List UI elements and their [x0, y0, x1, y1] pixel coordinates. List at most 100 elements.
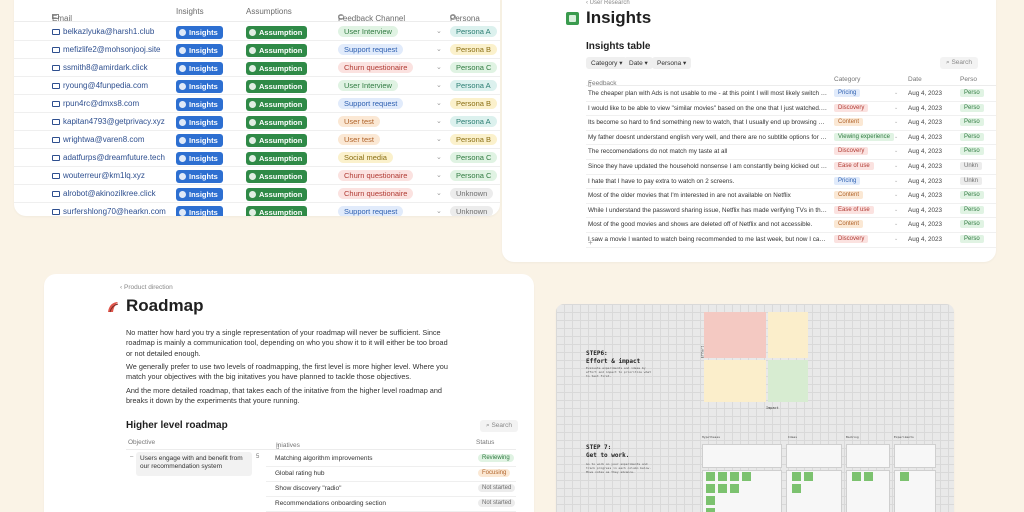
chevron-down-icon[interactable]: ⌄	[894, 148, 899, 155]
email-cell[interactable]: belkazlyuka@harsh1.club	[52, 27, 154, 36]
assumption-chip[interactable]: Assumption	[246, 26, 308, 39]
table-row[interactable]: Show discovery "radio" Not started	[266, 482, 516, 497]
table-row[interactable]: Most of the good movies and shows are de…	[586, 218, 996, 233]
status-tag[interactable]: Not started	[478, 484, 516, 492]
feedback-channel-tag[interactable]: Social media	[338, 152, 393, 163]
category-tag[interactable]: Ease of use	[834, 205, 874, 214]
sticky-note[interactable]	[900, 472, 909, 481]
persona-tag[interactable]: Persona C	[450, 62, 498, 73]
table-row[interactable]: wrightwa@varen8.com Insights Assumption Use…	[14, 131, 500, 149]
persona-tag[interactable]: Persona C	[450, 152, 498, 163]
chevron-down-icon[interactable]: ⌄	[894, 133, 899, 140]
table-row[interactable]: mefizlife2@mohsonjooj.site Insights Assump…	[14, 41, 500, 59]
feedback-cell[interactable]: Since they have updated the household no…	[588, 163, 828, 170]
table-row[interactable]: Matching algorithm improvements Reviewing	[266, 452, 516, 467]
persona-tag[interactable]: Persona B	[450, 134, 498, 145]
initiative-cell[interactable]: Global rating hub	[275, 470, 325, 477]
persona-tag[interactable]: Persona A	[450, 116, 497, 127]
assumption-chip[interactable]: Assumption	[246, 206, 308, 216]
category-tag[interactable]: Viewing experience	[834, 132, 894, 141]
filter-persona[interactable]: Persona ▾	[652, 57, 692, 69]
initiative-cell[interactable]: Show discovery "radio"	[275, 485, 342, 492]
chevron-down-icon[interactable]: ⌄	[894, 236, 899, 242]
insights-chip[interactable]: Insights	[176, 62, 223, 75]
email-cell[interactable]: ryoung@4funpedia.com	[52, 81, 148, 90]
category-tag[interactable]: Pricing	[834, 89, 861, 97]
feedback-cell[interactable]: The reccomendations do not match my tast…	[588, 148, 728, 156]
feedback-channel-tag[interactable]: Support request	[338, 206, 404, 216]
feedback-cell[interactable]: The cheaper plan with Ads is not usable …	[588, 90, 828, 97]
feedback-channel-tag[interactable]: Churn questionaire	[338, 188, 414, 199]
insights-chip[interactable]: Insights	[176, 26, 223, 39]
status-tag[interactable]: Focusing	[478, 469, 511, 477]
persona-tag[interactable]: Unknown	[450, 206, 494, 216]
chevron-down-icon[interactable]: ⌄	[894, 119, 899, 126]
chevron-down-icon[interactable]: ⌄	[894, 104, 899, 111]
sticky-note[interactable]	[706, 484, 715, 493]
feedback-cell[interactable]: Its become so hard to find something new…	[588, 119, 828, 127]
feedback-cell[interactable]: I saw a movie I wanted to watch being re…	[588, 236, 828, 243]
insights-chip[interactable]: Insights	[176, 44, 223, 57]
status-column-header[interactable]: Status	[476, 439, 495, 446]
filter-category[interactable]: Category ▾	[586, 57, 628, 69]
insights-chip[interactable]: Insights	[176, 188, 223, 201]
insights-column-header[interactable]: Insights	[176, 7, 204, 16]
insights-chip[interactable]: Insights	[176, 116, 223, 129]
email-cell[interactable]: surfershlong70@hearkn.com	[52, 207, 166, 216]
feedback-channel-tag[interactable]: Churn questionaire	[338, 170, 414, 181]
table-row[interactable]: wouterreur@km1lq.xyz Insights Assumption Ch…	[14, 167, 500, 185]
persona-tag[interactable]: Perso	[960, 235, 984, 243]
table-row[interactable]: My father doesnt understand english very…	[586, 131, 996, 146]
chevron-down-icon[interactable]: ⌄	[436, 118, 442, 125]
assumption-chip[interactable]: Assumption	[246, 98, 308, 111]
add-row-button[interactable]: +	[588, 238, 593, 247]
sticky-note[interactable]	[730, 484, 739, 493]
assumption-chip[interactable]: Assumption	[246, 80, 308, 93]
persona-tag[interactable]: Perso	[960, 118, 984, 127]
persona-tag[interactable]: Perso	[960, 191, 984, 200]
chevron-down-icon[interactable]: ⌄	[436, 82, 442, 89]
breadcrumb[interactable]: ‹ User Research	[586, 0, 630, 6]
search-button[interactable]: ⌕ Search	[940, 57, 979, 69]
table-row[interactable]: Since they have updated the household no…	[586, 160, 996, 175]
table-row[interactable]: surfershlong70@hearkn.com Insights Assumpt…	[14, 203, 500, 216]
sticky-note[interactable]	[730, 472, 739, 481]
feedback-cell[interactable]: I hate that I have to pay extra to watch…	[588, 177, 735, 185]
feedback-channel-tag[interactable]: Support request	[338, 98, 404, 109]
persona-tag[interactable]: Persona B	[450, 44, 498, 55]
sticky-note[interactable]	[718, 484, 727, 493]
sticky-note[interactable]	[742, 472, 751, 481]
chevron-down-icon[interactable]: ⌄	[436, 100, 442, 107]
insights-chip[interactable]: Insights	[176, 80, 223, 93]
chevron-down-icon[interactable]: ⌄	[894, 206, 899, 213]
table-row[interactable]: Global rating hub Focusing	[266, 467, 516, 482]
objective-cell[interactable]: Users engage with and benefit from our r…	[136, 452, 252, 476]
chevron-down-icon[interactable]: ⌄	[436, 64, 442, 71]
assumptions-column-header[interactable]: Assumptions	[246, 7, 292, 16]
table-row[interactable]: I saw a movie I wanted to watch being re…	[586, 233, 996, 248]
feedback-channel-tag[interactable]: User Interview	[338, 80, 398, 91]
feedback-cell[interactable]: Most of the older movies that I'm intere…	[588, 192, 791, 200]
table-row[interactable]: rpun4rc@dmxs8.com Insights Assumption Suppo…	[14, 95, 500, 113]
table-row[interactable]: I hate that I have to pay extra to watch…	[586, 175, 996, 190]
status-tag[interactable]: Reviewing	[478, 454, 514, 462]
assumption-chip[interactable]: Assumption	[246, 170, 308, 183]
chevron-down-icon[interactable]: ⌄	[436, 154, 442, 161]
assumption-chip[interactable]: Assumption	[246, 116, 308, 129]
sticky-note[interactable]	[718, 472, 727, 481]
email-cell[interactable]: wouterreur@km1lq.xyz	[52, 171, 145, 180]
sticky-note[interactable]	[864, 472, 873, 481]
date-column-header[interactable]: Date	[908, 76, 922, 83]
email-cell[interactable]: ssmith8@amirdark.click	[52, 63, 148, 72]
sticky-note[interactable]	[852, 472, 861, 481]
persona-tag[interactable]: Persona C	[450, 170, 498, 181]
assumption-chip[interactable]: Assumption	[246, 188, 308, 201]
assumption-chip[interactable]: Assumption	[246, 134, 308, 147]
table-row[interactable]: Its become so hard to find something new…	[586, 116, 996, 131]
chevron-down-icon[interactable]: ⌄	[436, 46, 442, 53]
persona-tag[interactable]: Perso	[960, 89, 984, 97]
category-tag[interactable]: Discovery	[834, 103, 869, 112]
chevron-down-icon[interactable]: ⌄	[894, 221, 899, 228]
email-cell[interactable]: kapitan4793@getprivacy.xyz	[52, 117, 165, 126]
filter-date[interactable]: Date ▾	[624, 57, 653, 69]
